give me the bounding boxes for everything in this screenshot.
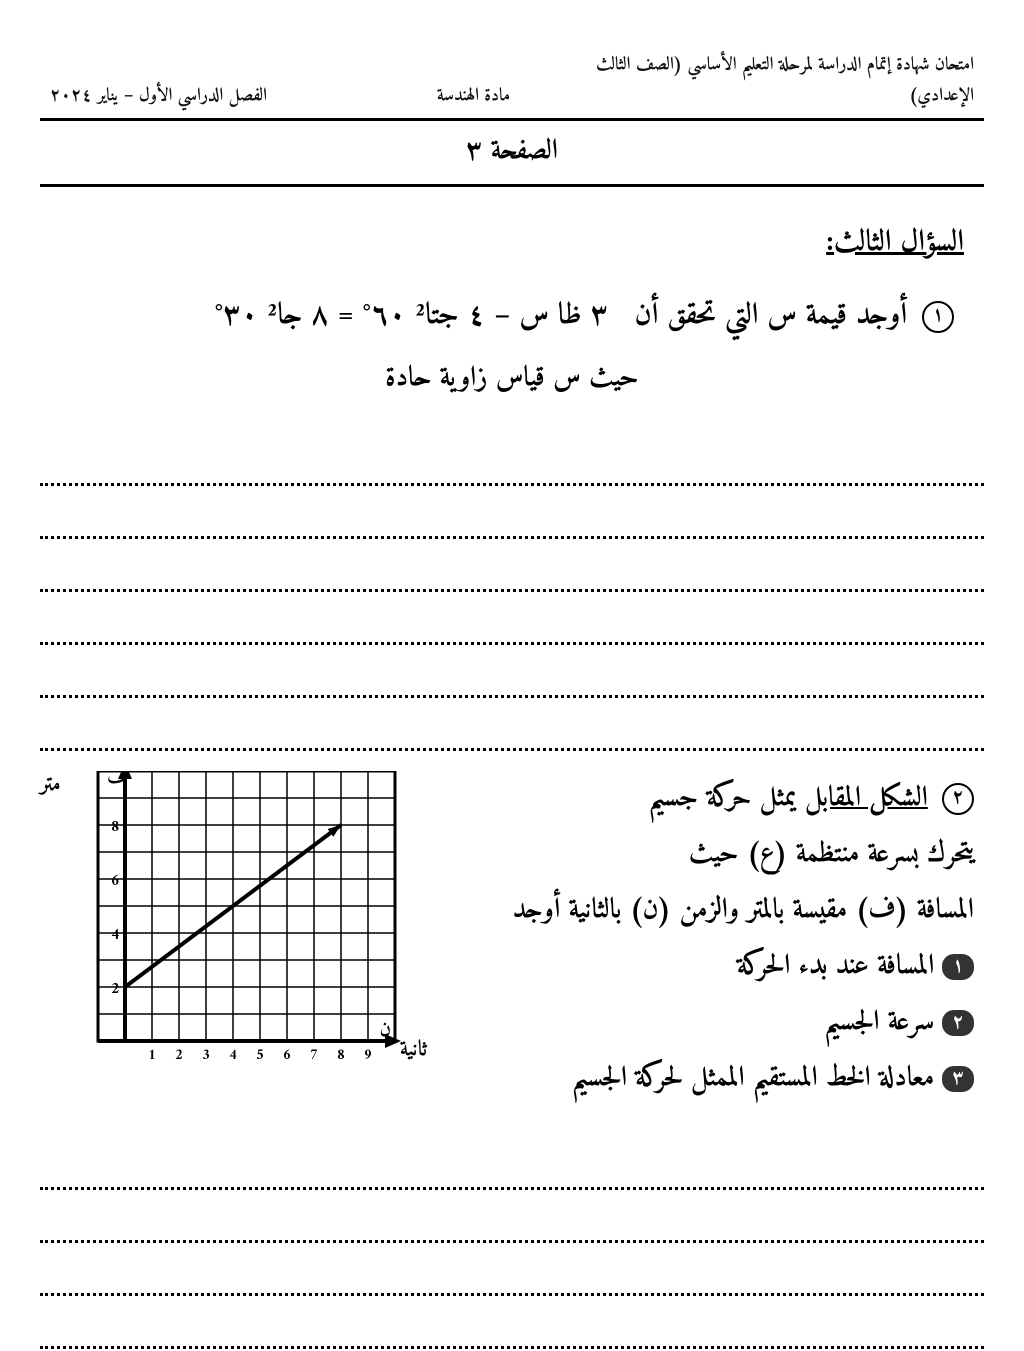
motion-graph: 2468123456789فن (95, 771, 425, 1081)
q2-line3: المسافة (ف) مقيسة بالمتر والزمن (ن) بالث… (435, 883, 974, 939)
answer-line (40, 645, 984, 698)
q2-line2: يتحرك بسرعة منتظمة (ع) حيث (435, 827, 974, 883)
y-axis-label: متر (40, 765, 61, 804)
svg-text:3: 3 (202, 1042, 210, 1069)
subitem-text: المسافة عند بدء الحركة (737, 942, 934, 991)
subitem-number-icon: ٢ (942, 1010, 974, 1036)
q2-wrap: ٢ الشكل المقابل يمثل حركة جسيم يتحرك بسر… (40, 771, 984, 1107)
answer-line (40, 1137, 984, 1190)
answer-line (40, 1243, 984, 1296)
question-third-title: السؤال الثالث: (40, 217, 964, 270)
q2-intro-rest: يمثل حركة جسيم (648, 774, 804, 823)
svg-text:9: 9 (364, 1042, 372, 1069)
q2-subitem: ٣ معادلة الخط المستقيم الممثل لحركة الجسي… (435, 1051, 974, 1107)
q2-text: ٢ الشكل المقابل يمثل حركة جسيم يتحرك بسر… (435, 771, 984, 1107)
q1-text-a: أوجد قيمة س التي تحقق أن (634, 290, 907, 343)
svg-text:2: 2 (175, 1042, 183, 1069)
header-left: الفصل الدراسي الأول – يناير ٢٠٢٤ (50, 81, 358, 112)
svg-text:8: 8 (337, 1042, 345, 1069)
q2-intro-underline: الشكل المقابل (805, 774, 928, 823)
svg-text:8: 8 (111, 814, 120, 842)
q1-equation: ٣ ظا س – ٤ جتا² ٦٠° = ٨ جا² ٣٠° (215, 290, 608, 343)
svg-text:4: 4 (229, 1042, 237, 1069)
answer-line (40, 539, 984, 592)
q1-text-b: حيث س قياس زاوية حادة (40, 354, 984, 403)
q1-line: ١ أوجد قيمة س التي تحقق أن ٣ ظا س – ٤ جت… (120, 290, 954, 344)
svg-text:2: 2 (111, 976, 120, 1004)
header-right: امتحان شهادة إتمام الدراسة لمرحلة التعلي… (589, 50, 974, 112)
q2-subitem: ١ المسافة عند بدء الحركة (435, 939, 974, 995)
header: امتحان شهادة إتمام الدراسة لمرحلة التعلي… (40, 30, 984, 121)
exam-page: امتحان شهادة إتمام الدراسة لمرحلة التعلي… (0, 0, 1024, 1351)
svg-text:ف: ف (107, 771, 127, 796)
answer-line (40, 1296, 984, 1349)
answer-line (40, 1190, 984, 1243)
q1-number-icon: ١ (922, 301, 954, 333)
answer-lines-1 (40, 433, 984, 751)
svg-text:1: 1 (148, 1042, 156, 1069)
x-axis-label: ثانية (400, 1030, 427, 1069)
svg-text:6: 6 (283, 1042, 291, 1069)
svg-text:ن: ن (380, 1013, 391, 1048)
header-center: مادة الهندسة (358, 81, 589, 112)
svg-text:6: 6 (111, 868, 120, 896)
svg-text:7: 7 (310, 1042, 318, 1069)
answer-lines-2 (40, 1137, 984, 1349)
q2-subitem: ٢ سرعة الجسيم (435, 995, 974, 1051)
q2-graph: متر 2468123456789فن ثانية (40, 771, 425, 1107)
answer-line (40, 433, 984, 486)
svg-text:5: 5 (256, 1042, 264, 1069)
subitem-number-icon: ١ (942, 954, 974, 980)
answer-line (40, 486, 984, 539)
subitem-text: سرعة الجسيم (824, 998, 934, 1047)
subitem-number-icon: ٣ (942, 1066, 974, 1092)
answer-line (40, 698, 984, 751)
subitem-text: معادلة الخط المستقيم الممثل لحركة الجسيم (572, 1054, 935, 1103)
answer-line (40, 592, 984, 645)
svg-text:4: 4 (111, 922, 120, 950)
q2-number-icon: ٢ (942, 783, 974, 815)
page-number: الصفحة ٣ (40, 121, 984, 187)
